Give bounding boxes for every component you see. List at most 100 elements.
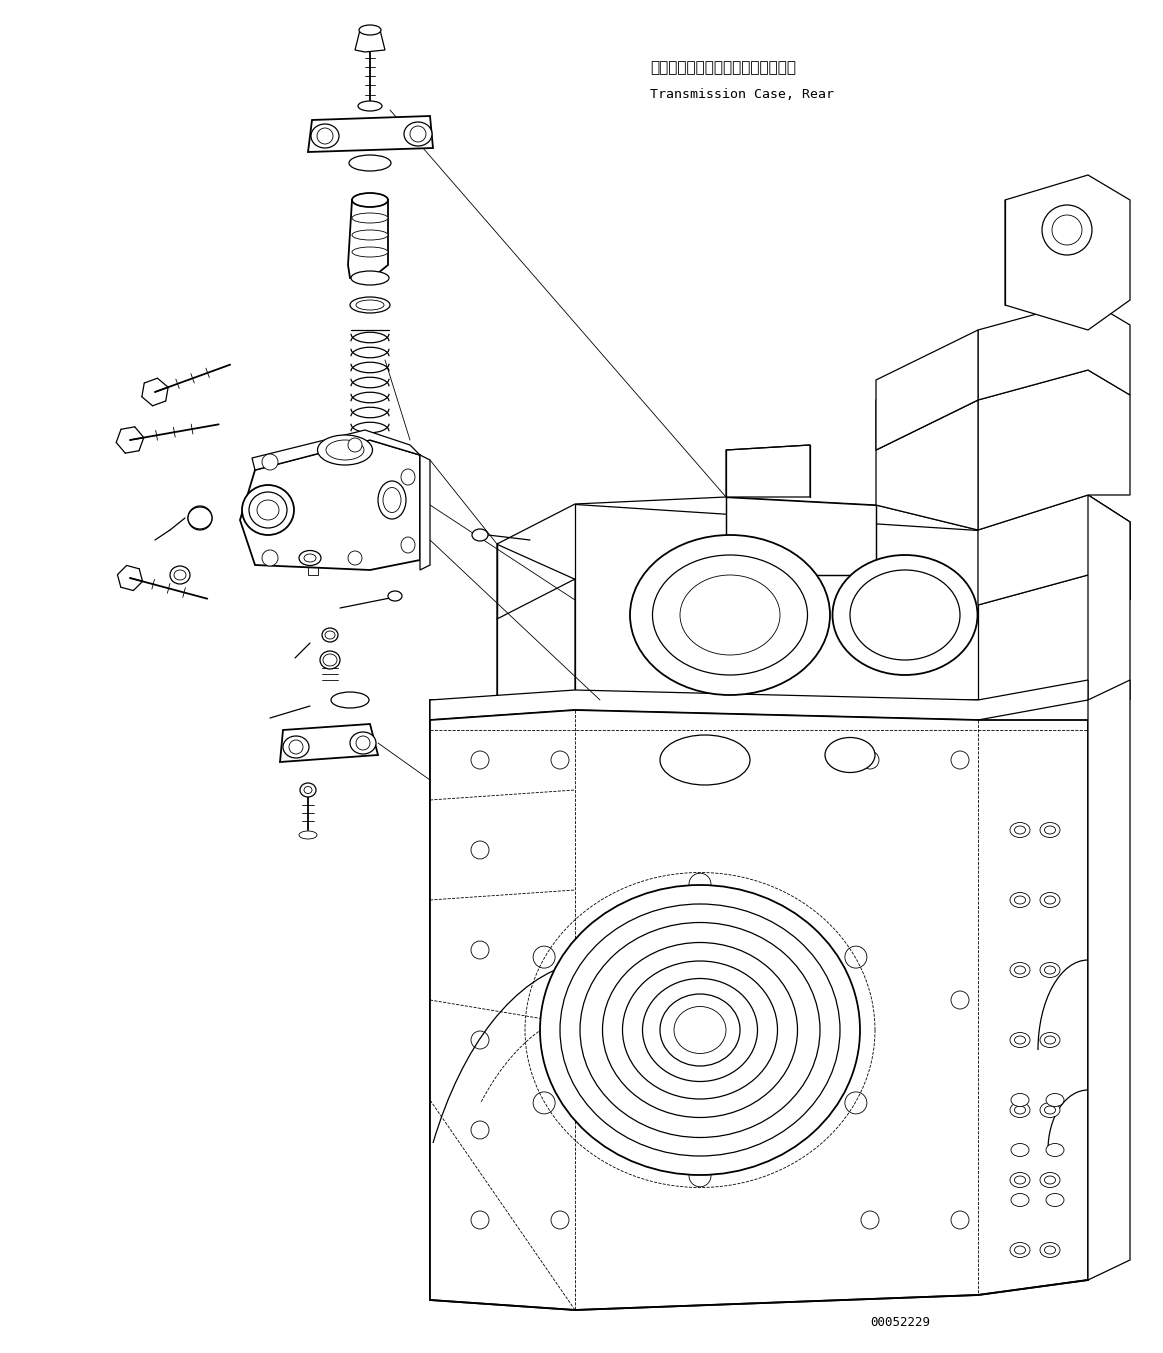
Ellipse shape [1040,1173,1059,1188]
Ellipse shape [1009,1032,1030,1047]
Circle shape [348,551,362,566]
Ellipse shape [1044,1246,1056,1254]
Ellipse shape [350,732,376,754]
Polygon shape [355,30,385,51]
Circle shape [262,455,278,469]
Ellipse shape [170,566,190,584]
Ellipse shape [352,248,388,257]
Ellipse shape [299,551,321,566]
Ellipse shape [324,630,335,639]
Ellipse shape [1009,1103,1030,1118]
Polygon shape [497,579,575,700]
Ellipse shape [249,492,287,528]
Ellipse shape [1040,962,1059,977]
Ellipse shape [1011,1143,1029,1157]
Ellipse shape [283,736,309,758]
Circle shape [1053,215,1082,245]
Polygon shape [575,505,978,700]
Polygon shape [978,369,1130,530]
Ellipse shape [1044,896,1056,904]
Ellipse shape [317,436,372,465]
Polygon shape [280,724,378,762]
Polygon shape [348,200,388,277]
Ellipse shape [359,24,381,35]
Ellipse shape [1009,893,1030,908]
Ellipse shape [1014,1105,1026,1114]
Ellipse shape [1011,1193,1029,1207]
Circle shape [688,1165,711,1187]
Circle shape [262,551,278,566]
Circle shape [844,946,866,969]
Ellipse shape [404,122,431,146]
Text: トランスミッションケース、リヤー: トランスミッションケース、リヤー [650,61,795,76]
Ellipse shape [257,501,279,520]
Ellipse shape [1014,825,1026,833]
Circle shape [471,1211,488,1229]
Polygon shape [240,440,420,570]
Ellipse shape [352,212,388,223]
Circle shape [861,751,879,769]
Ellipse shape [349,156,391,170]
Ellipse shape [323,653,337,666]
Ellipse shape [1011,1093,1029,1107]
Ellipse shape [331,691,369,708]
Ellipse shape [1044,966,1056,974]
Ellipse shape [1046,1143,1064,1157]
Circle shape [551,751,569,769]
Ellipse shape [652,555,807,675]
Ellipse shape [320,651,340,668]
Ellipse shape [1014,1176,1026,1184]
Ellipse shape [1044,1105,1056,1114]
Ellipse shape [1014,1036,1026,1045]
Circle shape [471,940,488,959]
Ellipse shape [1040,893,1059,908]
Ellipse shape [642,978,757,1081]
Ellipse shape [322,628,338,643]
Ellipse shape [472,529,488,541]
Circle shape [471,842,488,859]
Ellipse shape [350,298,390,313]
Ellipse shape [1040,1103,1059,1118]
Circle shape [533,946,555,969]
Ellipse shape [850,570,959,660]
Ellipse shape [1009,1173,1030,1188]
Circle shape [471,1031,488,1049]
Polygon shape [308,116,433,152]
Ellipse shape [622,961,778,1099]
Circle shape [692,747,718,773]
Ellipse shape [630,534,830,695]
Polygon shape [876,330,978,451]
Circle shape [188,506,212,530]
Circle shape [533,1092,555,1114]
Ellipse shape [1040,1032,1059,1047]
Polygon shape [1005,175,1130,330]
Polygon shape [497,544,575,700]
Ellipse shape [1009,962,1030,977]
Ellipse shape [1040,823,1059,838]
Circle shape [411,126,426,142]
Polygon shape [978,300,1130,400]
Circle shape [951,1211,969,1229]
Ellipse shape [352,193,388,207]
Ellipse shape [352,230,388,239]
Circle shape [317,129,333,143]
Circle shape [288,740,304,754]
Circle shape [951,751,969,769]
Ellipse shape [659,994,740,1066]
Ellipse shape [540,885,859,1174]
Ellipse shape [378,482,406,520]
Ellipse shape [383,487,401,513]
Ellipse shape [602,943,798,1118]
Ellipse shape [1014,1246,1026,1254]
Circle shape [844,1092,866,1114]
Ellipse shape [580,923,820,1138]
Ellipse shape [299,831,317,839]
Polygon shape [1089,681,1130,1280]
Circle shape [551,1211,569,1229]
Ellipse shape [1040,1242,1059,1257]
Circle shape [951,990,969,1009]
Polygon shape [726,445,809,497]
Ellipse shape [1009,823,1030,838]
Ellipse shape [680,575,780,655]
Ellipse shape [1044,1176,1056,1184]
